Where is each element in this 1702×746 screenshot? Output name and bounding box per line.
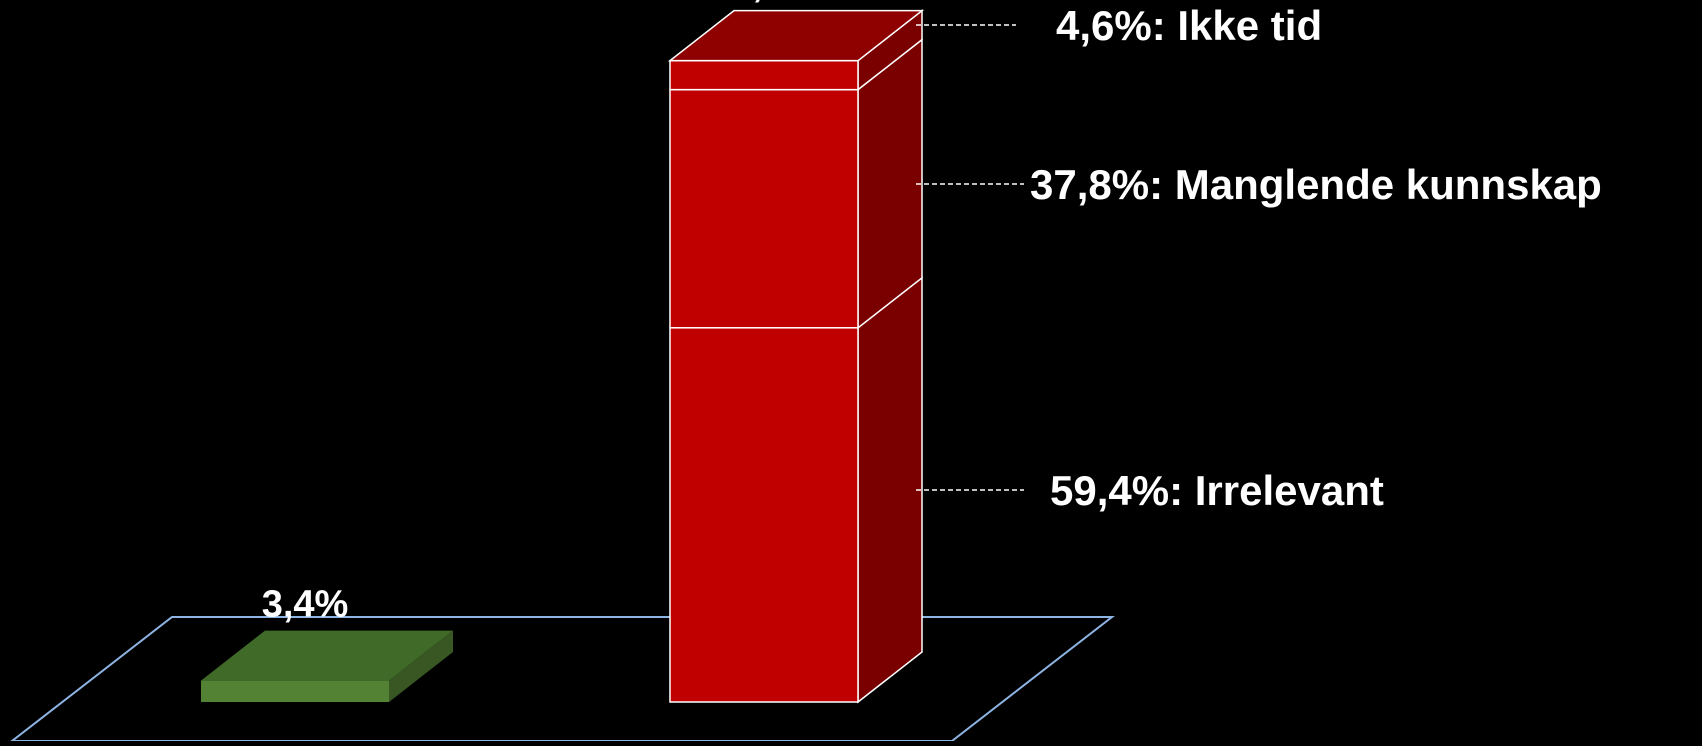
bars-layer [201,9,925,704]
bar-2-segment-1 [669,327,859,703]
bar-1-total-label: 3,4% [262,584,349,626]
labels-layer: 3,4% 96,6% 59,4%: Irrelevant 37,8%: Manglen… [262,0,1602,626]
bar-1-segment-1 [201,680,389,702]
bar-1-segment-1-side [389,630,453,702]
bar-1 [201,630,453,702]
chart-floor [9,616,1115,742]
bar-2-segment-1-side [857,276,923,704]
bar-2-top [667,9,925,62]
bar-2-segment-2 [669,88,859,329]
bar-2-segment-3 [669,59,859,91]
bar-2-total-label: 96,6% [710,0,818,6]
segment-2-label: 37,8%: Manglende kunnskap [1030,161,1602,208]
segment-1-label: 59,4%: Irrelevant [1050,467,1384,514]
bar-2 [667,9,925,704]
segment-3-label: 4,6%: Ikke tid [1056,2,1322,49]
bar-1-top [201,630,453,681]
